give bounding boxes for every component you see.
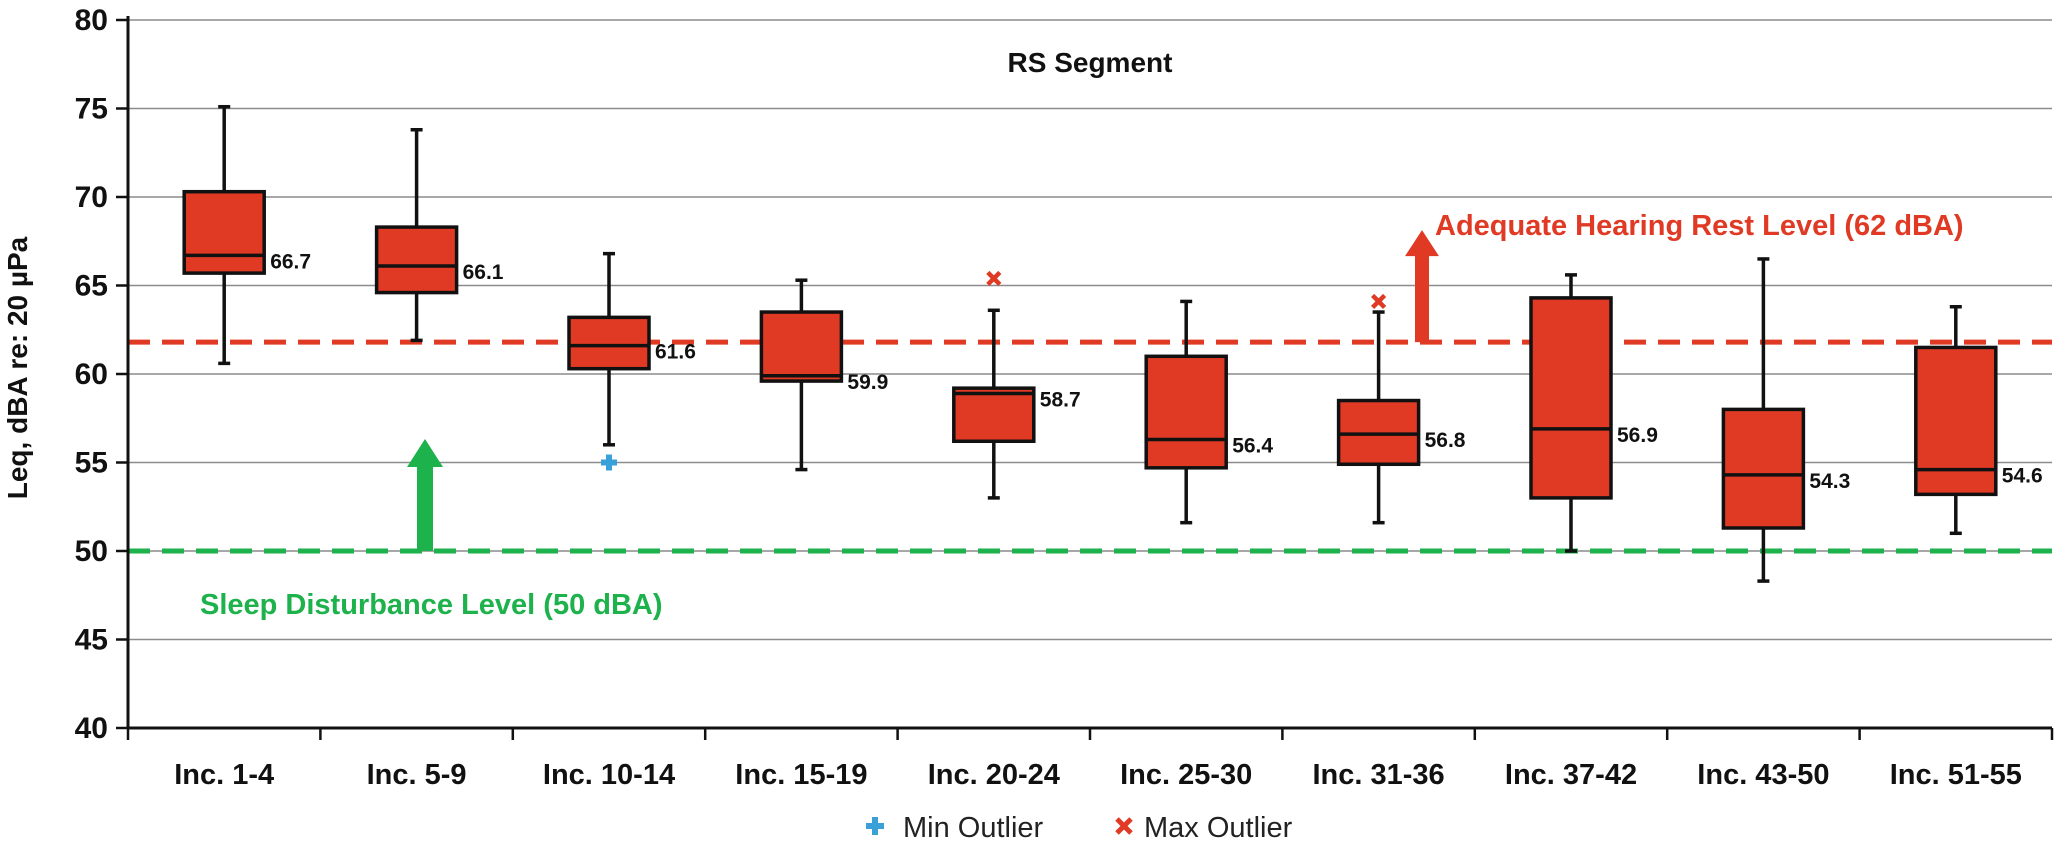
box-iqr	[374, 225, 459, 295]
box-5: 58.7	[952, 308, 1081, 500]
median-label: 54.6	[2002, 465, 2043, 488]
median-label: 56.4	[1232, 434, 1273, 457]
x-category-label: Inc. 10-14	[543, 759, 675, 791]
x-category-label: Inc. 43-50	[1697, 759, 1829, 791]
box-iqr	[1144, 354, 1228, 470]
min-outlier-marker	[601, 454, 617, 471]
chart-title: RS Segment	[1008, 47, 1173, 78]
y-tick-label: 55	[75, 447, 108, 480]
legend: Min Outlier Max Outlier	[866, 812, 1293, 844]
axes: 40 45 50 55 60 65 70 75 80 Inc. 1-4 Inc. 5-9 Inc. 1…	[75, 4, 2054, 791]
y-axis-label: Leq, dBA re: 20 µPa	[2, 236, 33, 499]
median-label: 66.7	[270, 250, 311, 273]
x-category-label: Inc. 25-30	[1120, 759, 1252, 791]
x-category-label: Inc. 15-19	[735, 759, 867, 791]
hearing-rest-arrow-icon	[1405, 230, 1439, 257]
x-category-label: Inc. 51-55	[1890, 759, 2022, 791]
min-outlier-legend-icon	[866, 817, 884, 835]
max-outlier-stroke-b	[986, 270, 1002, 287]
y-tick-label: 65	[75, 270, 108, 303]
x-category-label: Inc. 5-9	[367, 759, 467, 791]
median-label: 54.3	[1809, 470, 1850, 493]
box-8: 56.9	[1529, 273, 1658, 553]
y-tick-label: 45	[75, 624, 108, 657]
x-category-label: Inc. 1-4	[174, 759, 274, 791]
y-tick-label: 50	[75, 535, 108, 568]
box-iqr	[1336, 398, 1421, 467]
box-iqr	[1529, 296, 1613, 500]
sleep-disturbance-arrow-shaft	[417, 465, 433, 551]
max-outlier-marker	[986, 270, 1002, 287]
median-label: 58.7	[1040, 388, 1081, 411]
max-outlier-legend-icon	[1115, 817, 1133, 835]
max-outlier-legend-label: Max Outlier	[1144, 812, 1293, 844]
max-outlier-stroke-b	[1371, 293, 1387, 310]
median-label: 56.9	[1617, 424, 1658, 447]
median-label: 61.6	[655, 341, 696, 364]
median-label: 56.8	[1425, 429, 1466, 452]
median-label: 59.9	[847, 371, 888, 394]
box-2: 66.1	[374, 127, 504, 343]
max-outlier-marker	[1371, 293, 1387, 310]
x-category-label: Inc. 37-42	[1505, 759, 1637, 791]
hearing-rest-label: Adequate Hearing Rest Level (62 dBA)	[1435, 210, 1964, 242]
x-category-label: Inc. 31-36	[1313, 759, 1445, 791]
box-iqr	[182, 189, 266, 275]
sleep-disturbance-label: Sleep Disturbance Level (50 dBA)	[200, 589, 663, 621]
reference-lines	[128, 230, 2052, 554]
y-tick-label: 75	[75, 93, 108, 126]
box-iqr	[952, 386, 1036, 444]
min-outlier-bar-v	[606, 454, 612, 471]
y-tick-label: 70	[75, 181, 108, 214]
box-10: 54.6	[1914, 304, 2043, 536]
box-iqr	[1721, 407, 1806, 530]
box-6: 56.4	[1144, 299, 1273, 525]
min-outlier-legend-label: Min Outlier	[903, 812, 1044, 844]
box-4: 59.9	[759, 278, 888, 472]
hearing-rest-arrow-shaft	[1415, 254, 1429, 343]
box-9: 54.3	[1721, 257, 1850, 583]
median-label: 66.1	[463, 261, 504, 284]
y-tick-label: 60	[75, 358, 108, 391]
box-iqr	[567, 315, 651, 371]
box-3: 61.6	[567, 251, 696, 447]
box-1: 66.7	[182, 104, 311, 366]
y-tick-label: 80	[75, 4, 108, 37]
sleep-disturbance-arrow-icon	[407, 439, 443, 467]
y-tick-label: 40	[75, 712, 108, 745]
x-category-label: Inc. 20-24	[928, 759, 1060, 791]
box-iqr	[759, 310, 844, 383]
box-7: 56.8	[1336, 310, 1466, 525]
box-iqr	[1914, 345, 1998, 497]
box-series: 66.7 66.1 61.6 59.9 58.7 56.4 56.8 56.9 54.3 54.6	[182, 104, 2043, 583]
